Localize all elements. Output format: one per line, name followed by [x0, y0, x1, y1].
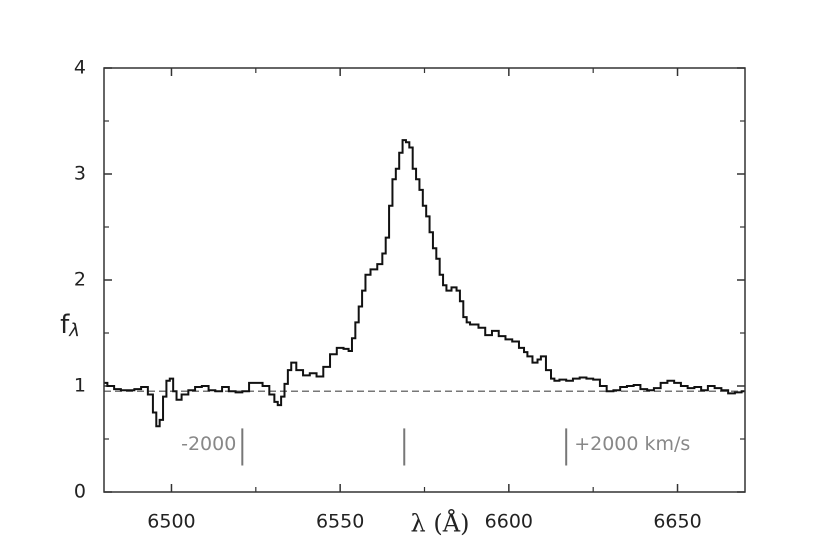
- y-tick-label: 4: [74, 57, 86, 79]
- x-tick-label: 6650: [653, 511, 701, 533]
- x-tick-label: 6500: [147, 511, 195, 533]
- plot-frame: [103, 67, 746, 493]
- spectrum-line: [104, 139, 745, 428]
- velocity-label: +2000 km/s: [574, 433, 690, 455]
- x-tick-label: 6550: [316, 511, 364, 533]
- x-axis-label: λ (Å): [411, 509, 470, 538]
- y-axis-label: fλ: [60, 310, 80, 342]
- y-axis-label-sub: λ: [68, 320, 80, 341]
- y-tick-label: 3: [74, 163, 86, 185]
- velocity-label: -2000: [181, 433, 236, 455]
- y-tick-label: 0: [74, 481, 86, 503]
- x-tick-label: 6600: [485, 511, 533, 533]
- y-tick-label: 1: [74, 375, 86, 397]
- y-axis-label-main: f: [60, 310, 70, 340]
- y-tick-label: 2: [74, 269, 86, 291]
